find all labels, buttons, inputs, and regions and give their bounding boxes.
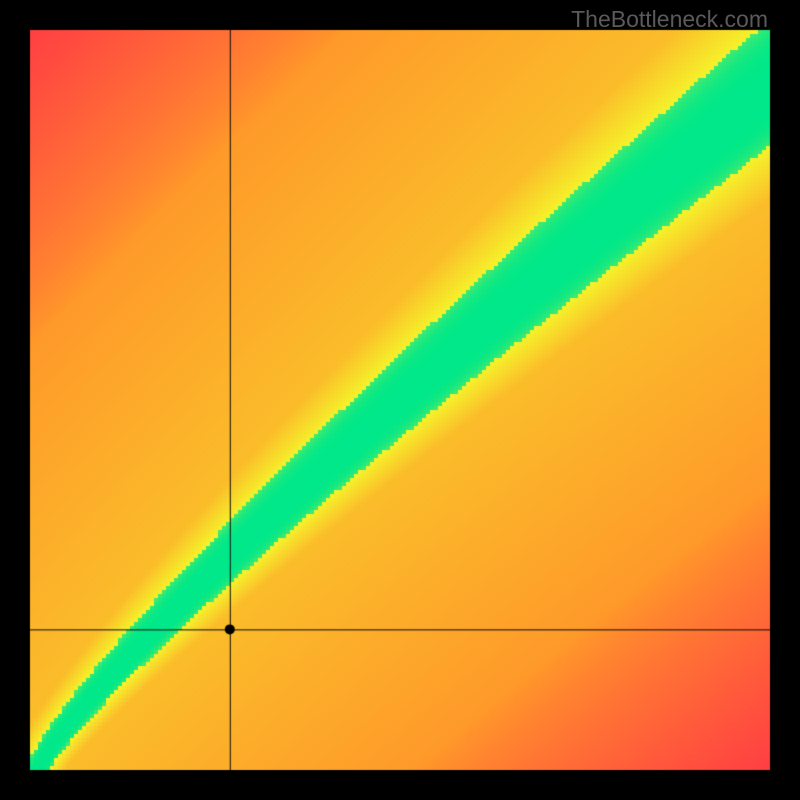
chart-container: TheBottleneck.com — [0, 0, 800, 800]
watermark-text: TheBottleneck.com — [571, 6, 768, 33]
heatmap-canvas — [0, 0, 800, 800]
